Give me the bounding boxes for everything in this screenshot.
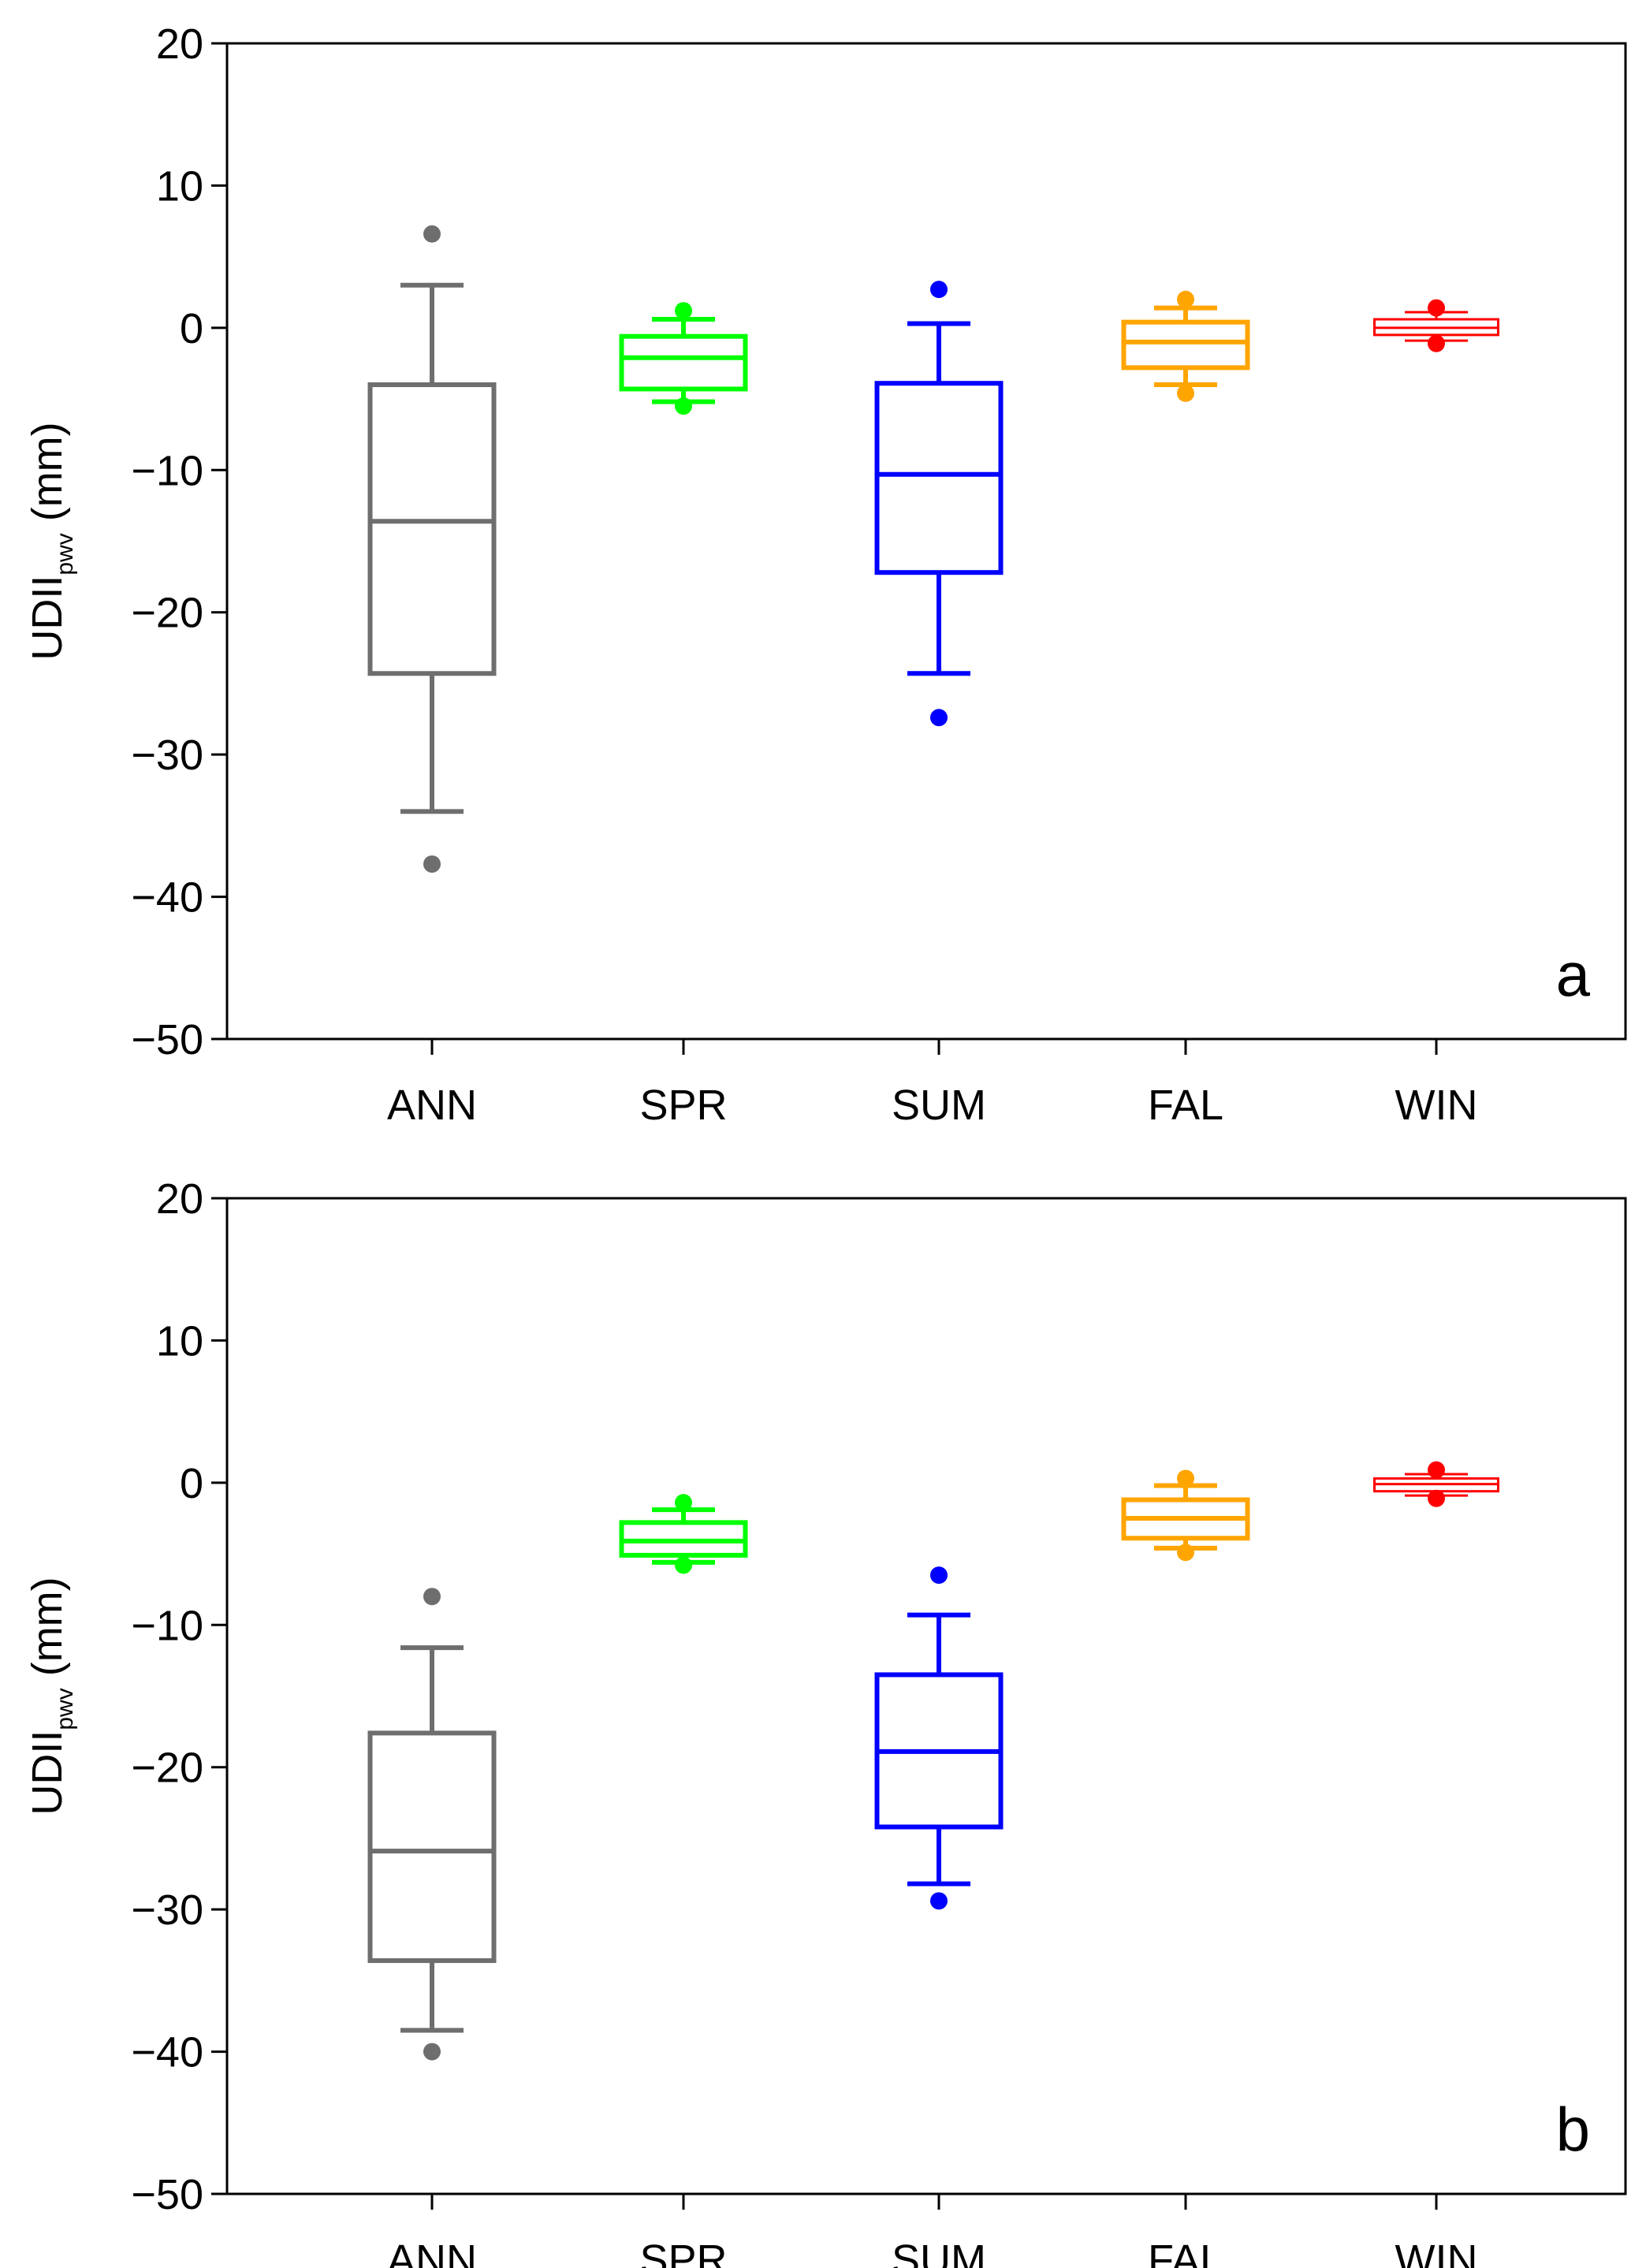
iqr-box [874, 381, 1004, 575]
y-tick-label: 10 [156, 1317, 203, 1365]
outlier-point [675, 397, 692, 415]
y-tick-label: 10 [156, 162, 203, 210]
outlier-point [930, 1566, 948, 1585]
y-tick-label: −50 [131, 2171, 203, 2218]
y-axis-title: UDIIpwv (mm) [24, 422, 78, 660]
iqr-box [619, 333, 748, 392]
x-tick-label-ann: ANN [387, 2236, 477, 2268]
box-win [1373, 299, 1499, 352]
y-axis-title-unit: (mm) [24, 422, 71, 533]
outlier-point [675, 1494, 692, 1512]
iqr-box [1121, 319, 1250, 371]
x-tick-label-spr: SPR [639, 2236, 727, 2268]
y-axis-title: UDIIpwv (mm) [24, 1577, 78, 1815]
outlier-point [423, 855, 441, 873]
x-tick-label-fal: FAL [1148, 1082, 1223, 1129]
outlier-point [675, 302, 692, 320]
box-ann [367, 1588, 497, 2061]
outlier-point [423, 225, 441, 243]
outlier-point [1428, 1461, 1445, 1479]
outlier-point [1177, 290, 1194, 308]
outlier-point [1177, 1544, 1194, 1562]
plot-frame [225, 1197, 1627, 2195]
outlier-point [1428, 299, 1445, 317]
y-axis-title-subscript: pwv [52, 1688, 78, 1730]
y-tick-label: −30 [131, 732, 203, 779]
outlier-point [930, 1892, 948, 1910]
box-sum [874, 281, 1004, 727]
box-fal [1121, 1469, 1250, 1562]
box-spr [619, 302, 748, 415]
x-tick-label-ann: ANN [387, 1082, 477, 1129]
box-spr [619, 1494, 748, 1574]
y-tick-label: −10 [131, 447, 203, 494]
y-axis-title-main: UDII [24, 1730, 71, 1816]
plot-frame [225, 42, 1627, 1041]
outlier-point [930, 281, 948, 299]
iqr-box [367, 382, 497, 676]
y-axis-title-subscript: pwv [52, 533, 78, 575]
y-tick-label: −20 [131, 1745, 203, 1792]
x-tick-label-fal: FAL [1148, 2236, 1223, 2268]
panel-label: b [1556, 2095, 1590, 2164]
panel-label: a [1556, 940, 1591, 1009]
outlier-point [423, 2043, 441, 2061]
x-tick-label-win: WIN [1395, 2236, 1478, 2268]
y-tick-label: 20 [156, 20, 203, 68]
y-tick-label: 0 [180, 1460, 203, 1507]
outlier-point [1177, 1469, 1194, 1488]
box-fal [1121, 290, 1250, 402]
y-tick-label: −40 [131, 874, 203, 922]
y-tick-label: −30 [131, 1886, 203, 1934]
y-tick-label: 0 [180, 305, 203, 352]
x-tick-label-win: WIN [1395, 1082, 1478, 1129]
x-tick-label-sum: SUM [892, 2236, 986, 2268]
x-tick-label-sum: SUM [892, 1082, 986, 1129]
chart-panel-a: 20 10 0 −10 −20 −30 −40 −50 ANN SPR SUM FAL WIN UDIIp… [24, 20, 1627, 1129]
y-axis-title-main: UDII [24, 575, 71, 661]
outlier-point [930, 709, 948, 727]
y-tick-label: −20 [131, 590, 203, 637]
outlier-point [1428, 334, 1445, 352]
iqr-box [367, 1730, 497, 1964]
y-axis-title-unit: (mm) [24, 1577, 71, 1688]
outlier-point [1177, 384, 1194, 402]
box-sum [874, 1566, 1004, 1910]
box-win [1373, 1461, 1499, 1507]
chart-panel-b: 20 10 0 −10 −20 −30 −40 −50 ANN SPR SUM FAL WIN UDIIp… [24, 1175, 1627, 2268]
x-tick-label-spr: SPR [639, 1082, 727, 1129]
outlier-point [1428, 1489, 1445, 1507]
y-tick-label: −40 [131, 2029, 203, 2076]
outlier-point [423, 1588, 441, 1606]
box-ann [367, 225, 497, 873]
y-tick-label: −10 [131, 1602, 203, 1649]
y-tick-label: 20 [156, 1175, 203, 1223]
outlier-point [675, 1556, 692, 1574]
y-tick-label: −50 [131, 1016, 203, 1063]
